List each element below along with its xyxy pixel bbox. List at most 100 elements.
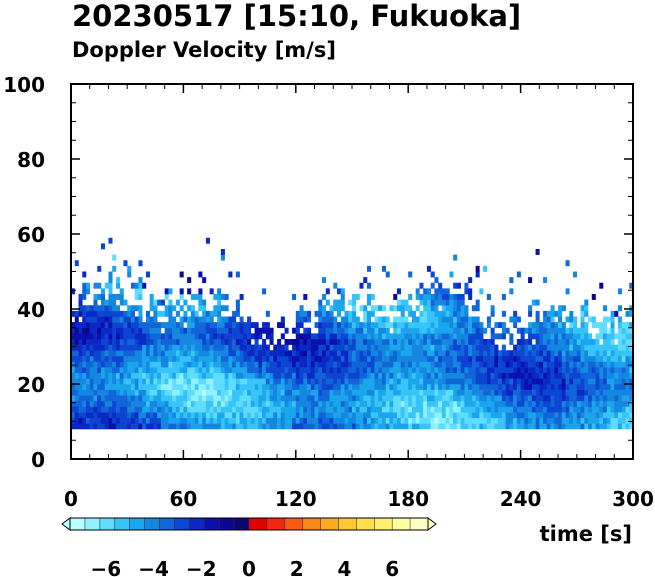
heatmap-cell bbox=[498, 406, 503, 413]
heatmap-cell bbox=[498, 378, 503, 385]
heatmap-cell bbox=[100, 423, 106, 430]
heatmap-cell bbox=[509, 389, 514, 396]
heatmap-cell bbox=[292, 327, 297, 334]
heatmap-cell bbox=[93, 378, 98, 385]
heatmap-cell bbox=[475, 339, 480, 345]
heatmap-cell bbox=[520, 406, 525, 413]
heatmap-cell bbox=[220, 305, 225, 312]
heatmap-cell bbox=[292, 361, 297, 368]
heatmap-cell bbox=[303, 384, 308, 390]
heatmap-cell bbox=[381, 327, 387, 334]
heatmap-cell bbox=[505, 367, 510, 374]
heatmap-cell bbox=[378, 372, 383, 379]
heatmap-cell bbox=[505, 372, 510, 379]
heatmap-cell bbox=[385, 344, 390, 351]
heatmap-cell bbox=[337, 389, 342, 396]
heatmap-cell bbox=[220, 316, 225, 323]
heatmap-cell bbox=[284, 344, 289, 351]
heatmap-cell bbox=[618, 350, 623, 357]
heatmap-cell bbox=[247, 350, 252, 357]
heatmap-cell bbox=[235, 395, 240, 402]
heatmap-cell bbox=[573, 378, 578, 385]
heatmap-cell bbox=[576, 367, 581, 374]
heatmap-cell bbox=[573, 417, 578, 424]
heatmap-cell bbox=[460, 367, 465, 374]
heatmap-cell bbox=[134, 305, 139, 312]
heatmap-cell bbox=[93, 282, 98, 289]
heatmap-cell bbox=[307, 423, 312, 430]
heatmap-cell bbox=[303, 316, 308, 323]
heatmap-cell bbox=[411, 400, 416, 407]
heatmap-cell bbox=[108, 423, 113, 430]
heatmap-cell bbox=[202, 406, 207, 413]
heatmap-cell bbox=[370, 417, 375, 424]
heatmap-cell bbox=[157, 355, 162, 362]
heatmap-cell bbox=[415, 350, 420, 357]
heatmap-cell bbox=[352, 350, 357, 357]
heatmap-cell bbox=[115, 350, 121, 357]
heatmap-cell bbox=[164, 423, 169, 430]
heatmap-cell bbox=[374, 395, 379, 402]
heatmap-cell bbox=[456, 423, 461, 430]
heatmap-cell bbox=[217, 339, 222, 345]
heatmap-cell bbox=[531, 322, 536, 329]
heatmap-cell bbox=[618, 361, 623, 368]
heatmap-cell bbox=[157, 333, 162, 340]
heatmap-cell bbox=[569, 406, 574, 413]
heatmap-cell bbox=[310, 367, 315, 374]
heatmap-cell bbox=[621, 395, 626, 402]
heatmap-cell bbox=[385, 350, 390, 357]
heatmap-cell bbox=[629, 389, 634, 396]
heatmap-cell bbox=[393, 372, 398, 379]
heatmap-cell bbox=[74, 333, 79, 340]
heatmap-cell bbox=[220, 254, 225, 261]
heatmap-cell bbox=[539, 417, 544, 424]
heatmap-cell bbox=[483, 412, 488, 419]
heatmap-cell bbox=[599, 400, 604, 407]
heatmap-cell bbox=[175, 412, 180, 419]
heatmap-cell bbox=[404, 350, 409, 357]
heatmap-cell bbox=[104, 299, 109, 306]
heatmap-cell bbox=[580, 310, 585, 317]
heatmap-cell bbox=[93, 395, 98, 402]
heatmap-cell bbox=[468, 372, 473, 379]
colorbar-swatch bbox=[338, 518, 357, 530]
heatmap-cell bbox=[187, 333, 192, 340]
heatmap-cell bbox=[314, 372, 319, 379]
heatmap-cell bbox=[554, 367, 559, 374]
heatmap-cell bbox=[381, 367, 387, 374]
heatmap-cell bbox=[621, 389, 626, 396]
heatmap-cell bbox=[228, 361, 233, 368]
heatmap-cell bbox=[292, 406, 297, 413]
heatmap-cell bbox=[464, 339, 469, 345]
heatmap-cell bbox=[100, 361, 106, 368]
heatmap-cell bbox=[408, 372, 413, 379]
heatmap-cell bbox=[352, 412, 357, 419]
heatmap-cell bbox=[273, 355, 278, 362]
heatmap-cell bbox=[385, 367, 390, 374]
heatmap-cell bbox=[610, 344, 615, 351]
heatmap-cell bbox=[337, 406, 342, 413]
heatmap-cell bbox=[130, 384, 135, 390]
heatmap-cell bbox=[115, 372, 121, 379]
heatmap-cell bbox=[318, 316, 323, 323]
heatmap-cell bbox=[329, 406, 334, 413]
heatmap-cell bbox=[558, 344, 563, 351]
heatmap-cell bbox=[543, 406, 548, 413]
heatmap-cell bbox=[404, 333, 409, 340]
heatmap-cell bbox=[74, 344, 79, 351]
heatmap-cell bbox=[468, 384, 473, 390]
heatmap-cell bbox=[363, 389, 368, 396]
heatmap-cell bbox=[82, 327, 87, 334]
heatmap-cell bbox=[400, 310, 405, 317]
heatmap-cell bbox=[366, 395, 372, 402]
heatmap-cell bbox=[509, 412, 514, 419]
heatmap-cell bbox=[352, 361, 357, 368]
heatmap-cell bbox=[580, 417, 585, 424]
heatmap-cell bbox=[97, 339, 102, 345]
heatmap-cell bbox=[194, 384, 199, 390]
heatmap-cell bbox=[554, 406, 559, 413]
heatmap-cell bbox=[250, 344, 255, 351]
heatmap-cell bbox=[501, 294, 506, 300]
heatmap-cell bbox=[464, 344, 469, 351]
